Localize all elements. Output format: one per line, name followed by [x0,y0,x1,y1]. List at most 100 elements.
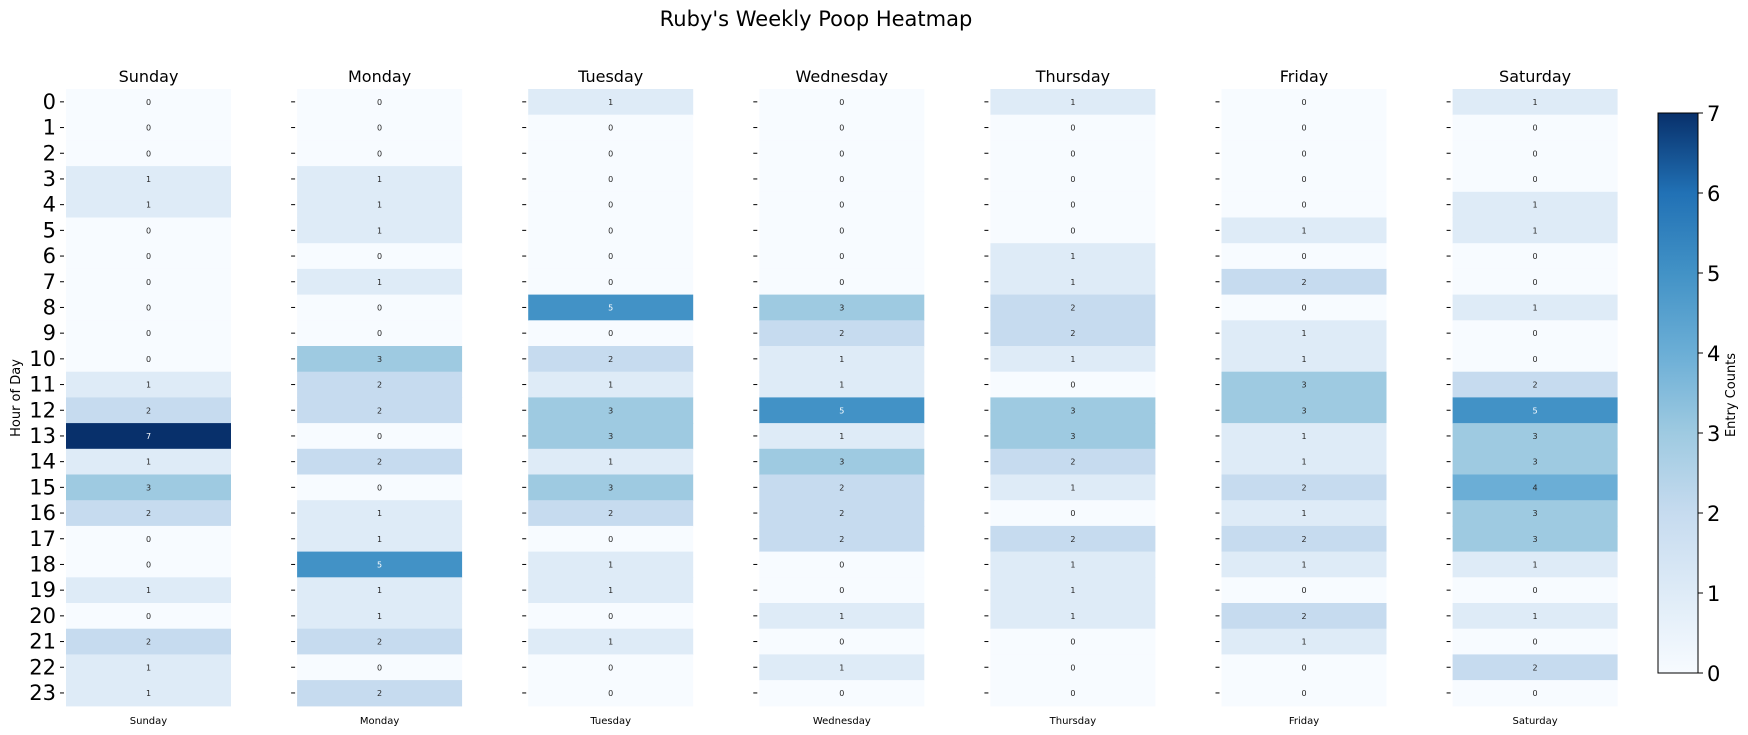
cell-value-label: 0 [1070,124,1075,133]
cell-value-label: 1 [146,458,151,467]
heat-cell [1221,628,1387,655]
heat-cell [66,268,231,296]
heat-cell [66,140,231,167]
heat-cell [759,114,925,141]
heat-cell [990,114,1156,141]
cell-value-label: 1 [608,458,613,467]
cell-value-label: 4 [1533,483,1538,492]
heat-cell [759,89,925,116]
cell-value-label: 0 [1533,175,1538,184]
heat-cell [1452,577,1618,604]
heat-cell [528,294,694,321]
cell-value-label: 0 [146,252,151,261]
heat-cell [528,448,694,476]
heat-cell [66,371,231,398]
heat-cell [1452,114,1618,141]
cell-value-label: 0 [1533,278,1538,287]
heat-cell [66,577,231,604]
heat-cell [66,89,231,116]
heat-cell [66,603,231,630]
heat-cell [1221,654,1387,681]
heat-cell [759,166,925,193]
cell-value-label: 1 [1070,483,1075,492]
cell-value-label: 3 [1533,535,1538,544]
cell-value-label: 1 [608,381,613,390]
cell-value-label: 2 [1301,483,1306,492]
day-panel-saturday: Saturday 1 0 0 0 1 1 0 0 1 0 0 2 5 3 3 4 3 3 1 0 1 0 2 0 Saturday [1446,67,1618,727]
heat-cell [528,551,694,578]
heat-cell [297,654,463,681]
cell-value-label: 1 [146,201,151,210]
cell-value-label: 3 [1533,432,1538,441]
heat-cell [66,114,231,141]
day-panel-thursday: Thursday 1 0 0 0 0 0 1 1 2 2 1 0 3 3 2 1 0 2 1 1 1 0 0 0 Thursday [984,67,1156,727]
cell-value-label: 0 [1301,175,1306,184]
cell-value-label: 0 [146,535,151,544]
heat-cell [1452,268,1618,296]
day-panels: Sunday0001021314050607080901011121271311… [29,67,1618,727]
cell-value-label: 0 [146,278,151,287]
cell-value-label: 2 [1070,303,1075,312]
heat-cell [528,680,694,707]
y-tick-label: 5 [43,218,56,242]
heat-cell [759,654,925,681]
cell-value-label: 2 [146,509,151,518]
cell-value-label: 0 [1533,124,1538,133]
heat-cell [1221,294,1387,321]
y-tick-label: 12 [29,398,56,422]
cell-value-label: 2 [1301,278,1306,287]
cell-value-label: 1 [377,226,382,235]
cell-value-label: 1 [608,638,613,647]
heat-cell [528,140,694,167]
heat-cell [297,423,463,450]
cell-value-label: 0 [608,535,613,544]
cell-value-label: 0 [1301,586,1306,595]
heat-cell [528,191,694,219]
heat-cell [66,166,231,193]
heat-cell [66,243,231,270]
heat-cell [66,346,231,373]
cell-value-label: 1 [377,586,382,595]
heat-cell [1452,423,1618,450]
cell-value-label: 3 [608,432,613,441]
cell-value-label: 1 [377,612,382,621]
day-title: Friday [1280,67,1329,86]
cell-value-label: 1 [146,689,151,698]
cell-value-label: 1 [1301,226,1306,235]
heat-cell [990,166,1156,193]
cell-value-label: 0 [377,483,382,492]
cell-value-label: 0 [839,175,844,184]
cell-value-label: 1 [1301,329,1306,338]
cell-value-label: 0 [146,329,151,338]
cell-value-label: 0 [1301,689,1306,698]
cell-value-label: 0 [146,226,151,235]
cell-value-label: 1 [377,535,382,544]
heat-cell [990,423,1156,450]
heat-cell [297,268,463,296]
day-panel-sunday: Sunday0001021314050607080901011121271311… [29,67,231,727]
heat-cell [1221,243,1387,270]
heat-cell [297,89,463,116]
heat-cell [759,603,925,630]
heat-cell [297,577,463,604]
heat-cell [990,217,1156,244]
cell-value-label: 0 [608,329,613,338]
heat-cell [759,397,925,424]
cell-value-label: 2 [146,406,151,415]
heat-cell [528,577,694,604]
heat-cell [759,423,925,450]
cell-value-label: 0 [839,226,844,235]
cell-value-label: 2 [377,638,382,647]
y-tick-label: 9 [43,321,56,345]
heat-cell [66,217,231,244]
cell-value-label: 0 [146,98,151,107]
cell-value-label: 0 [1070,509,1075,518]
cell-value-label: 3 [1301,381,1306,390]
cell-value-label: 3 [1533,509,1538,518]
heat-cell [990,397,1156,424]
heat-cell [1452,346,1618,373]
heat-cell [1452,680,1618,707]
cell-value-label: 0 [839,638,844,647]
heat-cell [66,628,231,655]
heat-cell [528,371,694,398]
